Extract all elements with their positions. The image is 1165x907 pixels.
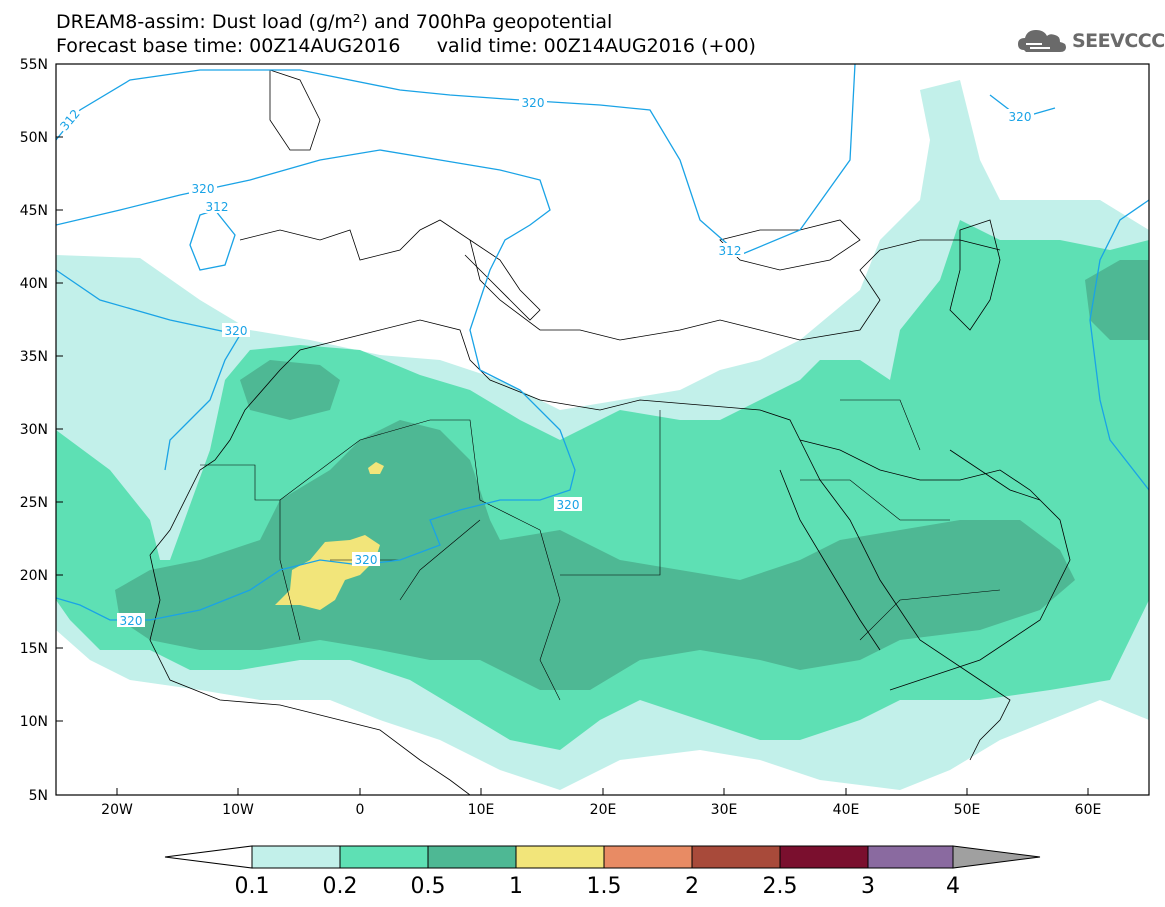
colorbar-tick: 0.5 (411, 874, 446, 899)
contour-320-loop (189, 209, 236, 271)
svg-text:320: 320 (1009, 110, 1032, 124)
colorbar-under-arrow (164, 845, 253, 869)
dust-area-dark (115, 420, 1075, 690)
coastlines (149, 69, 1071, 795)
chart-title: DREAM8-assim: Dust load (g/m²) and 700hP… (56, 11, 613, 33)
contour-label: 320 (1006, 109, 1034, 124)
lat-axis: 55N 50N 45N 40N 35N 30N 25N 20N 15N 10N … (20, 57, 63, 804)
contour-label: 320 (222, 323, 250, 338)
uk-coast (269, 69, 321, 151)
contour-label: 320 (117, 613, 145, 628)
logo-text: SEEVCCC (1072, 30, 1165, 52)
colorbar-tick: 2.5 (763, 874, 798, 899)
colorbar-tick: 0.2 (323, 874, 358, 899)
contour-label: 312 (203, 199, 231, 214)
lon-label: 30E (711, 802, 738, 818)
svg-text:320: 320 (225, 324, 248, 338)
svg-text:312: 312 (206, 200, 229, 214)
colorbar-tick: 1.5 (587, 874, 622, 899)
colorbar-tick: 3 (861, 874, 875, 899)
colorbar-tick: 4 (946, 874, 960, 899)
contour-labels: 312 320 320 312 312 320 320 320 320 320 (55, 95, 1034, 628)
lat-label: 50N (20, 130, 48, 146)
colorbar-box (339, 845, 429, 869)
colorbar-box (691, 845, 781, 869)
lat-label: 40N (20, 276, 48, 292)
svg-text:320: 320 (522, 96, 545, 110)
colorbar-box (251, 845, 341, 869)
africa-coast (149, 319, 1011, 761)
lon-axis: 20W 10W 0 10E 20E 30E 40E 50E 60E (101, 788, 1101, 818)
lon-label: 10W (222, 802, 254, 818)
colorbar-box (515, 845, 605, 869)
contour-320-europe (56, 149, 576, 621)
lat-label: 35N (20, 349, 48, 365)
lat-label: 10N (20, 714, 48, 730)
africa-west-coast (149, 554, 471, 795)
lon-label: 60E (1075, 802, 1102, 818)
cloud-icon (1018, 30, 1066, 52)
lon-label: 20W (101, 802, 133, 818)
colorbar-tick: 1 (509, 874, 523, 899)
lat-label: 5N (29, 788, 48, 804)
italy (464, 239, 541, 321)
black-sea (719, 219, 861, 271)
colorbar: 0.1 0.2 0.5 1 1.5 2 2.5 3 4 (164, 845, 1041, 899)
dust-area-yellow-small (368, 462, 384, 474)
geopotential-contours (56, 64, 1149, 621)
borders (200, 399, 1001, 701)
contour-label: 320 (554, 497, 582, 512)
lat-label: 55N (20, 57, 48, 73)
svg-text:320: 320 (120, 614, 143, 628)
colorbar-tick: 2 (685, 874, 699, 899)
svg-text:320: 320 (355, 553, 378, 567)
lon-label: 40E (833, 802, 860, 818)
colorbar-tick: 0.1 (235, 874, 270, 899)
contour-320-e (1089, 199, 1149, 491)
colorbar-over-arrow (952, 845, 1041, 869)
lon-label: 0 (356, 802, 365, 818)
lat-label: 45N (20, 203, 48, 219)
europe-coast (239, 219, 1001, 341)
colorbar-box (779, 845, 869, 869)
dust-area-dark-atlas (240, 360, 340, 420)
chart-subtitle: Forecast base time: 00Z14AUG2016 valid t… (56, 35, 756, 57)
contour-320-west (56, 269, 242, 471)
contour-label: 320 (189, 181, 217, 196)
lat-label: 25N (20, 495, 48, 511)
contour-label: 320 (519, 95, 547, 110)
clear-area (56, 320, 220, 410)
svg-text:312: 312 (719, 244, 742, 258)
colorbar-box (427, 845, 517, 869)
red-sea (779, 469, 881, 651)
contour-label: 320 (352, 552, 380, 567)
dust-shading (56, 80, 1149, 790)
contour-label: 312 (716, 243, 744, 258)
contour-312-north (56, 64, 856, 256)
colorbar-box (603, 845, 693, 869)
lon-label: 10E (468, 802, 495, 818)
colorbar-box (867, 845, 954, 869)
lat-label: 30N (20, 422, 48, 438)
lat-label: 20N (20, 568, 48, 584)
dust-area-dark-caspian (1085, 260, 1149, 340)
svg-text:320: 320 (192, 182, 215, 196)
contour-label: 312 (55, 104, 83, 134)
svg-text:320: 320 (557, 498, 580, 512)
caspian-sea (949, 219, 1001, 331)
lon-label: 20E (590, 802, 617, 818)
persian-gulf (949, 449, 1041, 501)
arabia-coast (799, 439, 1071, 691)
lat-label: 15N (20, 641, 48, 657)
lon-label: 50E (954, 802, 981, 818)
seevccc-logo: SEEVCCC (1016, 24, 1165, 60)
